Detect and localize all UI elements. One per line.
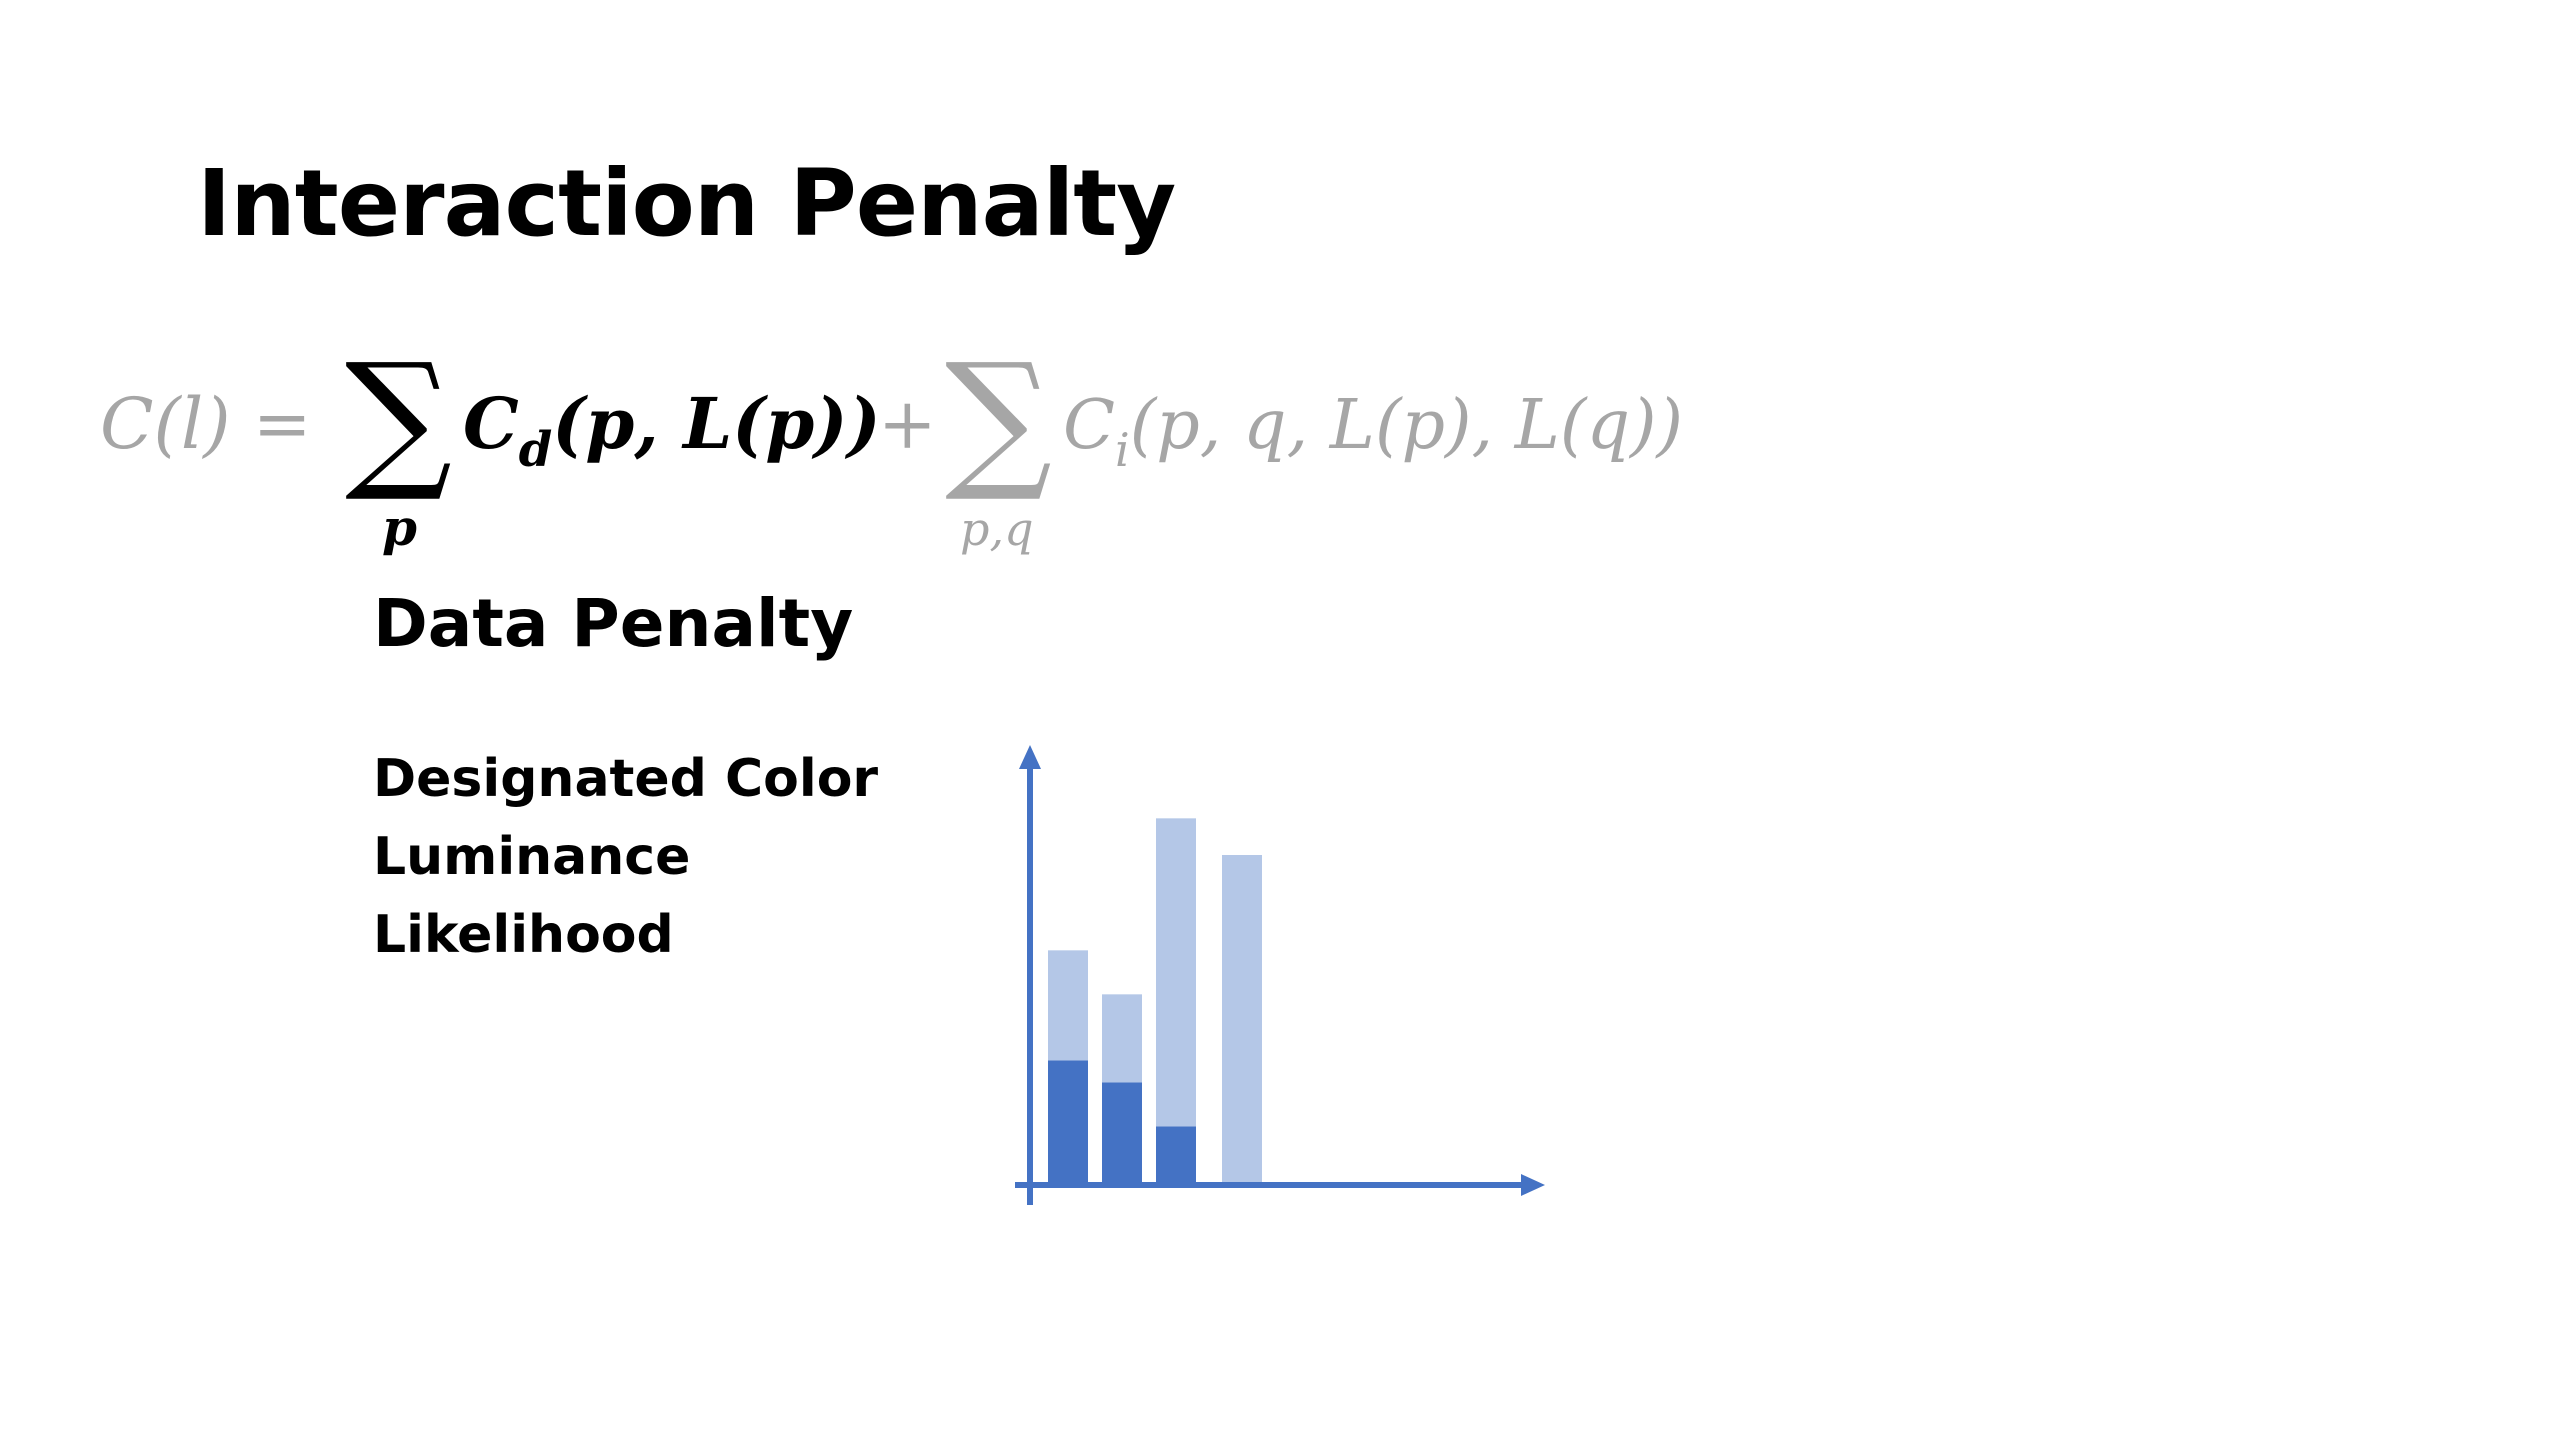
formula-lhs: C(l) =	[100, 383, 311, 465]
factor-likelihood: Likelihood	[373, 905, 674, 965]
data-term-args: (p, L(p))	[552, 382, 880, 465]
bar-2-segment-1	[1102, 1082, 1142, 1185]
interaction-term-args: (p, q, L(p), L(q))	[1130, 386, 1683, 465]
data-term: Cd(p, L(p))	[463, 382, 881, 478]
bar-3-segment-1	[1156, 1126, 1196, 1185]
interaction-term: Ci(p, q, L(p), L(q))	[1063, 386, 1683, 477]
x-axis-arrow	[1521, 1174, 1545, 1196]
interaction-term-sub: i	[1115, 423, 1130, 477]
factor-designated-color: Designated Color	[373, 749, 879, 809]
sum-symbol-interaction: ∑	[945, 332, 1052, 506]
slide-title: Interaction Penalty	[197, 150, 1176, 257]
bar-1-segment-2	[1048, 950, 1088, 1061]
formula-plus: +	[878, 383, 937, 465]
penalty-factor-list: Designated Color Luminance Likelihood	[373, 740, 878, 974]
data-term-main: C	[463, 382, 519, 465]
energy-formula: C(l) = ∑ p Cd(p, L(p)) + ∑ p,q Ci(p, q, …	[100, 332, 1683, 557]
factor-luminance: Luminance	[373, 827, 691, 887]
sum-symbol-data: ∑	[345, 332, 452, 506]
data-term-sub: d	[519, 422, 553, 478]
bar-chart	[1015, 745, 1545, 1205]
bar-2-segment-2	[1102, 994, 1142, 1083]
y-axis-arrow	[1019, 745, 1041, 769]
sum-index-data: p	[382, 498, 417, 557]
interaction-term-main: C	[1063, 386, 1115, 465]
sum-index-interaction: p,q	[960, 502, 1034, 556]
data-penalty-label: Data Penalty	[373, 585, 854, 662]
bar-group	[1048, 818, 1262, 1185]
bar-3-segment-2	[1156, 818, 1196, 1127]
bar-1-segment-1	[1048, 1060, 1088, 1185]
bar-4-segment-2	[1222, 855, 1262, 1185]
